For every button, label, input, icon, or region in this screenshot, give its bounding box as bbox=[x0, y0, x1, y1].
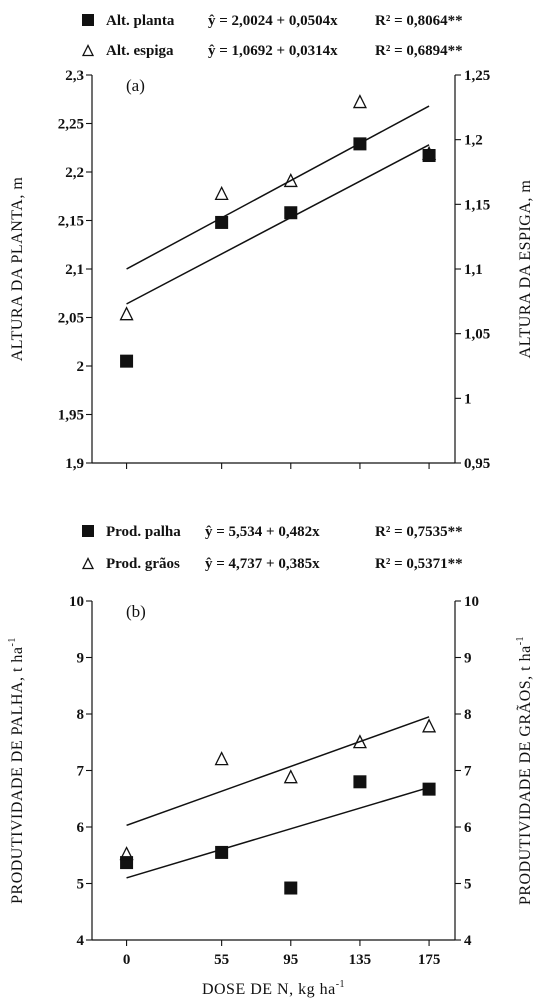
x-tick-label: 135 bbox=[349, 952, 372, 968]
left-axis-title: PRODUTIVIDADE DE PALHA, t ha-1 bbox=[7, 637, 26, 904]
right-axis-title: PRODUTIVIDADE DE GRÃOS, t ha-1 bbox=[515, 636, 534, 905]
legend-marker-square bbox=[82, 525, 94, 537]
left-tick-label: 10 bbox=[69, 594, 84, 610]
data-point-square bbox=[215, 215, 229, 229]
right-tick-label: 5 bbox=[464, 877, 472, 893]
legend-label: Prod. palha bbox=[106, 524, 181, 540]
data-point-square bbox=[120, 354, 134, 368]
right-tick-label: 9 bbox=[464, 651, 472, 667]
legend-label: Prod. grãos bbox=[106, 556, 180, 572]
left-tick-label: 6 bbox=[77, 820, 85, 836]
right-axis-title-superscript: -1 bbox=[515, 636, 526, 645]
legend-r2: R² = 0,6894** bbox=[375, 43, 463, 59]
data-point-square bbox=[422, 782, 436, 796]
data-point-triangle bbox=[283, 172, 298, 188]
x-axis-title-text: DOSE DE N, kg ha bbox=[202, 981, 336, 998]
left-tick-label: 8 bbox=[77, 707, 85, 723]
right-tick-label: 4 bbox=[464, 933, 472, 949]
data-point-triangle bbox=[214, 751, 229, 766]
fit-line-series-2 bbox=[126, 716, 430, 827]
right-tick-label: 1 bbox=[464, 391, 472, 407]
right-tick-label: 8 bbox=[464, 707, 472, 723]
left-tick-label: 7 bbox=[77, 764, 85, 780]
right-tick-label: 10 bbox=[464, 594, 479, 610]
right-tick-label: 1,25 bbox=[464, 68, 490, 84]
right-axis-title-text: PRODUTIVIDADE DE GRÃOS, t ha bbox=[516, 645, 534, 905]
left-tick-label: 2,15 bbox=[58, 214, 84, 230]
legend-marker-square bbox=[82, 14, 94, 26]
data-point-square bbox=[353, 137, 367, 151]
data-point-triangle bbox=[214, 185, 229, 201]
legend-r2: R² = 0,7535** bbox=[375, 524, 463, 540]
left-axis-title-text: ALTURA DA PLANTA, m bbox=[9, 177, 26, 362]
data-point-square bbox=[284, 881, 298, 895]
x-axis-title: DOSE DE N, kg ha-1 bbox=[202, 979, 345, 998]
data-point-triangle bbox=[283, 769, 298, 784]
data-point-triangle bbox=[352, 94, 367, 109]
panel-label: (b) bbox=[126, 602, 146, 621]
left-tick-label: 2,05 bbox=[58, 311, 84, 327]
right-tick-label: 1,1 bbox=[464, 262, 483, 278]
data-point-triangle bbox=[119, 306, 134, 321]
right-axis-title: ALTURA DA ESPIGA, m bbox=[517, 180, 534, 359]
legend-equation: ŷ = 1,0692 + 0,0314x bbox=[208, 43, 338, 59]
legend-label: Alt. espiga bbox=[106, 43, 174, 59]
left-tick-label: 4 bbox=[77, 933, 85, 949]
right-axis-title-text: ALTURA DA ESPIGA, m bbox=[517, 180, 534, 359]
panel-a: Alt. planta ŷ = 2,0024 + 0,0504x R² = 0,80… bbox=[9, 13, 534, 472]
data-point-square bbox=[353, 775, 367, 789]
left-axis-title-text: PRODUTIVIDADE DE PALHA, t ha bbox=[9, 646, 26, 903]
right-tick-label: 6 bbox=[464, 820, 472, 836]
x-tick-label: 55 bbox=[214, 952, 229, 968]
left-axis-title: ALTURA DA PLANTA, m bbox=[9, 177, 26, 362]
x-tick-label: 95 bbox=[283, 952, 298, 968]
left-tick-label: 2,1 bbox=[65, 262, 84, 278]
right-tick-label: 0,95 bbox=[464, 456, 490, 472]
legend-r2: R² = 0,5371** bbox=[375, 556, 463, 572]
x-axis-title-superscript: -1 bbox=[336, 979, 345, 990]
fit-line-series-1 bbox=[126, 105, 430, 270]
right-tick-label: 7 bbox=[464, 764, 472, 780]
panel-b: Prod. palha ŷ = 5,534 + 0,482x R² = 0,7535… bbox=[7, 524, 534, 998]
left-axis-title-superscript: -1 bbox=[7, 637, 18, 646]
legend-r2: R² = 0,8064** bbox=[375, 13, 463, 29]
left-tick-label: 9 bbox=[77, 651, 85, 667]
data-point-square bbox=[215, 845, 229, 859]
right-tick-label: 1,2 bbox=[464, 133, 483, 149]
left-tick-label: 2,3 bbox=[65, 68, 84, 84]
data-point-square bbox=[284, 206, 298, 220]
legend-marker-triangle bbox=[81, 557, 95, 570]
data-point-triangle bbox=[352, 734, 367, 749]
x-tick-label: 175 bbox=[418, 952, 441, 968]
panel-label: (a) bbox=[126, 76, 145, 95]
left-tick-label: 5 bbox=[77, 877, 85, 893]
data-point-triangle bbox=[422, 145, 437, 160]
left-tick-label: 2,2 bbox=[65, 165, 84, 181]
x-tick-label: 0 bbox=[123, 952, 131, 968]
left-tick-label: 2 bbox=[77, 359, 85, 375]
legend-equation: ŷ = 5,534 + 0,482x bbox=[205, 524, 320, 540]
left-tick-label: 1,9 bbox=[65, 456, 84, 472]
legend-marker-triangle bbox=[81, 44, 95, 57]
fit-line-series-2 bbox=[126, 144, 430, 305]
data-point-triangle bbox=[119, 846, 134, 861]
data-point-triangle bbox=[422, 718, 437, 733]
legend-equation: ŷ = 4,737 + 0,385x bbox=[205, 556, 320, 572]
fit-line-series-1 bbox=[126, 786, 430, 879]
right-tick-label: 1,15 bbox=[464, 197, 490, 213]
left-tick-label: 2,25 bbox=[58, 117, 84, 133]
right-tick-label: 1,05 bbox=[464, 327, 490, 343]
legend-equation: ŷ = 2,0024 + 0,0504x bbox=[208, 13, 338, 29]
legend-label: Alt. planta bbox=[106, 13, 175, 29]
left-tick-label: 1,95 bbox=[58, 408, 84, 424]
